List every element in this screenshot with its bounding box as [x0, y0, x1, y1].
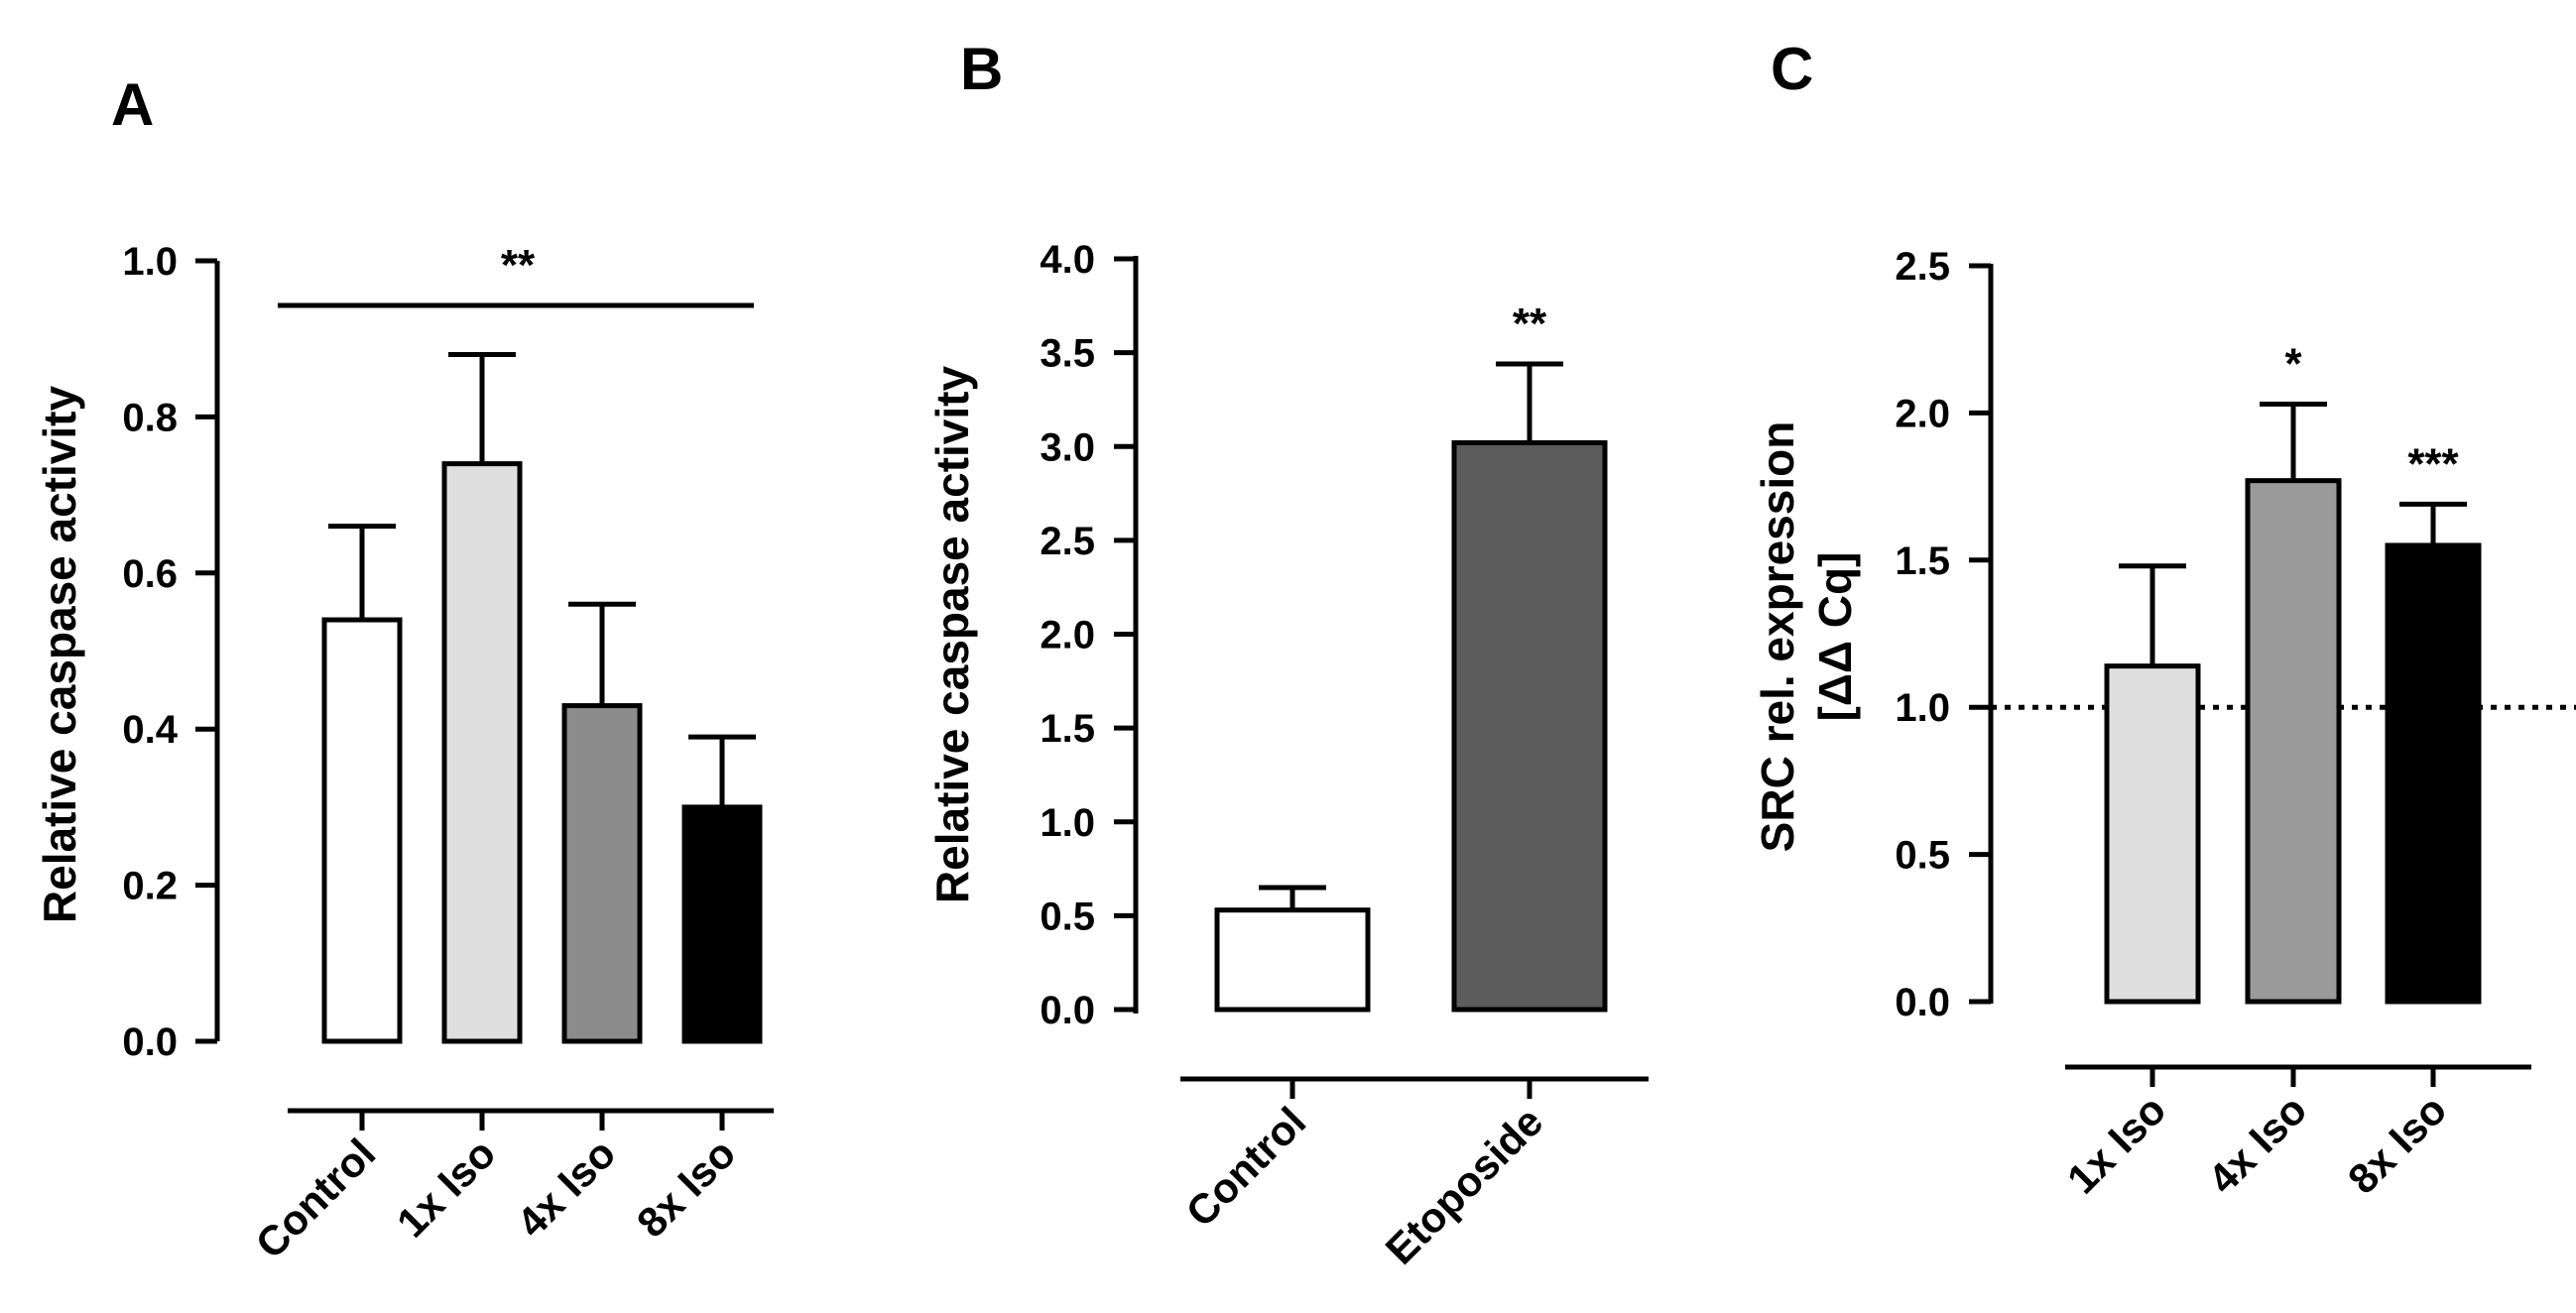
panel-c-y-tick-label: 2.0 — [1895, 392, 1950, 435]
panel-a-y-tick-label: 0.2 — [122, 865, 178, 908]
panel-b-y-tick-label: 4.0 — [1040, 238, 1095, 282]
bar-a-1 — [441, 461, 523, 1044]
panel-a-y-tick-label: 0.4 — [122, 708, 178, 752]
panel-c: C 0.0 0.5 1.0 1.5 2.0 2.5 SRC rel. expression… — [1752, 36, 2576, 1203]
panel-b-y-tick-label: 2.5 — [1040, 520, 1095, 563]
bar-c-1 — [2245, 478, 2342, 1005]
panel-a-significance-label: ** — [501, 241, 536, 290]
bar-a-2 — [561, 703, 643, 1044]
panel-c-y-tick-label: 0.5 — [1895, 834, 1950, 878]
panel-b-y-tick-label: 0.0 — [1040, 989, 1095, 1032]
panel-a-label: A — [111, 71, 154, 138]
panel-c-y-tick-label: 2.5 — [1895, 245, 1950, 289]
panel-a-y-tick-label: 1.0 — [122, 240, 178, 284]
panel-a-y-tick-label: 0.6 — [122, 552, 178, 596]
panel-c-y-tick-label: 1.5 — [1895, 539, 1950, 583]
panel-b-y-tick-label: 2.0 — [1040, 614, 1095, 657]
panel-a-y-tick-label: 0.8 — [122, 396, 178, 439]
panel-b-y-label: Relative caspase activity — [926, 366, 978, 904]
significance-c-1: * — [2284, 339, 2302, 388]
category-label-b-0: Control — [1177, 1098, 1315, 1236]
category-label-a-1: 1x Iso — [388, 1130, 504, 1246]
bar-a-0 — [321, 617, 403, 1044]
panel-c-label: C — [1771, 36, 1813, 102]
panel-b-y-tick-label: 3.0 — [1040, 425, 1095, 469]
bar-b-0 — [1214, 907, 1371, 1013]
panel-c-y-label-line1: SRC rel. expression — [1752, 421, 1803, 853]
panel-c-y-tick-label: 1.0 — [1895, 686, 1950, 730]
category-label-b-1: Etoposide — [1377, 1098, 1552, 1273]
panel-b: B 0.0 0.5 1.0 1.5 2.0 2.5 3.0 3.5 4.0 Relative c… — [926, 36, 1649, 1273]
category-label-a-3: 8x Iso — [628, 1130, 744, 1246]
panel-b-y-tick-label: 1.0 — [1040, 801, 1095, 845]
panel-a-y-label: Relative caspase activity — [34, 386, 85, 924]
category-label-c-1: 4x Iso — [2199, 1086, 2315, 1202]
panel-a: A 0.0 0.2 0.4 0.6 0.8 1.0 Relative caspase ac… — [34, 71, 774, 1267]
bar-b-1 — [1451, 439, 1608, 1013]
panel-c-y-label-line2: [ΔΔ Cq] — [1809, 552, 1861, 722]
category-label-c-2: 8x Iso — [2339, 1086, 2455, 1202]
category-label-c-0: 1x Iso — [2058, 1086, 2174, 1202]
panel-b-y-tick-label: 3.5 — [1040, 332, 1095, 376]
panel-b-y-tick-label: 0.5 — [1040, 895, 1095, 938]
bar-c-2 — [2385, 542, 2482, 1005]
category-label-a-0: Control — [247, 1130, 385, 1267]
bar-a-3 — [681, 804, 763, 1044]
significance-b-1: ** — [1513, 299, 1547, 348]
bar-c-0 — [2104, 663, 2201, 1005]
significance-c-2: *** — [2407, 439, 2459, 488]
panel-b-label: B — [960, 36, 1003, 102]
category-label-a-2: 4x Iso — [508, 1130, 624, 1246]
panel-c-y-tick-label: 0.0 — [1895, 981, 1950, 1024]
panel-a-y-tick-label: 0.0 — [122, 1020, 178, 1064]
panel-b-y-tick-label: 1.5 — [1040, 707, 1095, 751]
